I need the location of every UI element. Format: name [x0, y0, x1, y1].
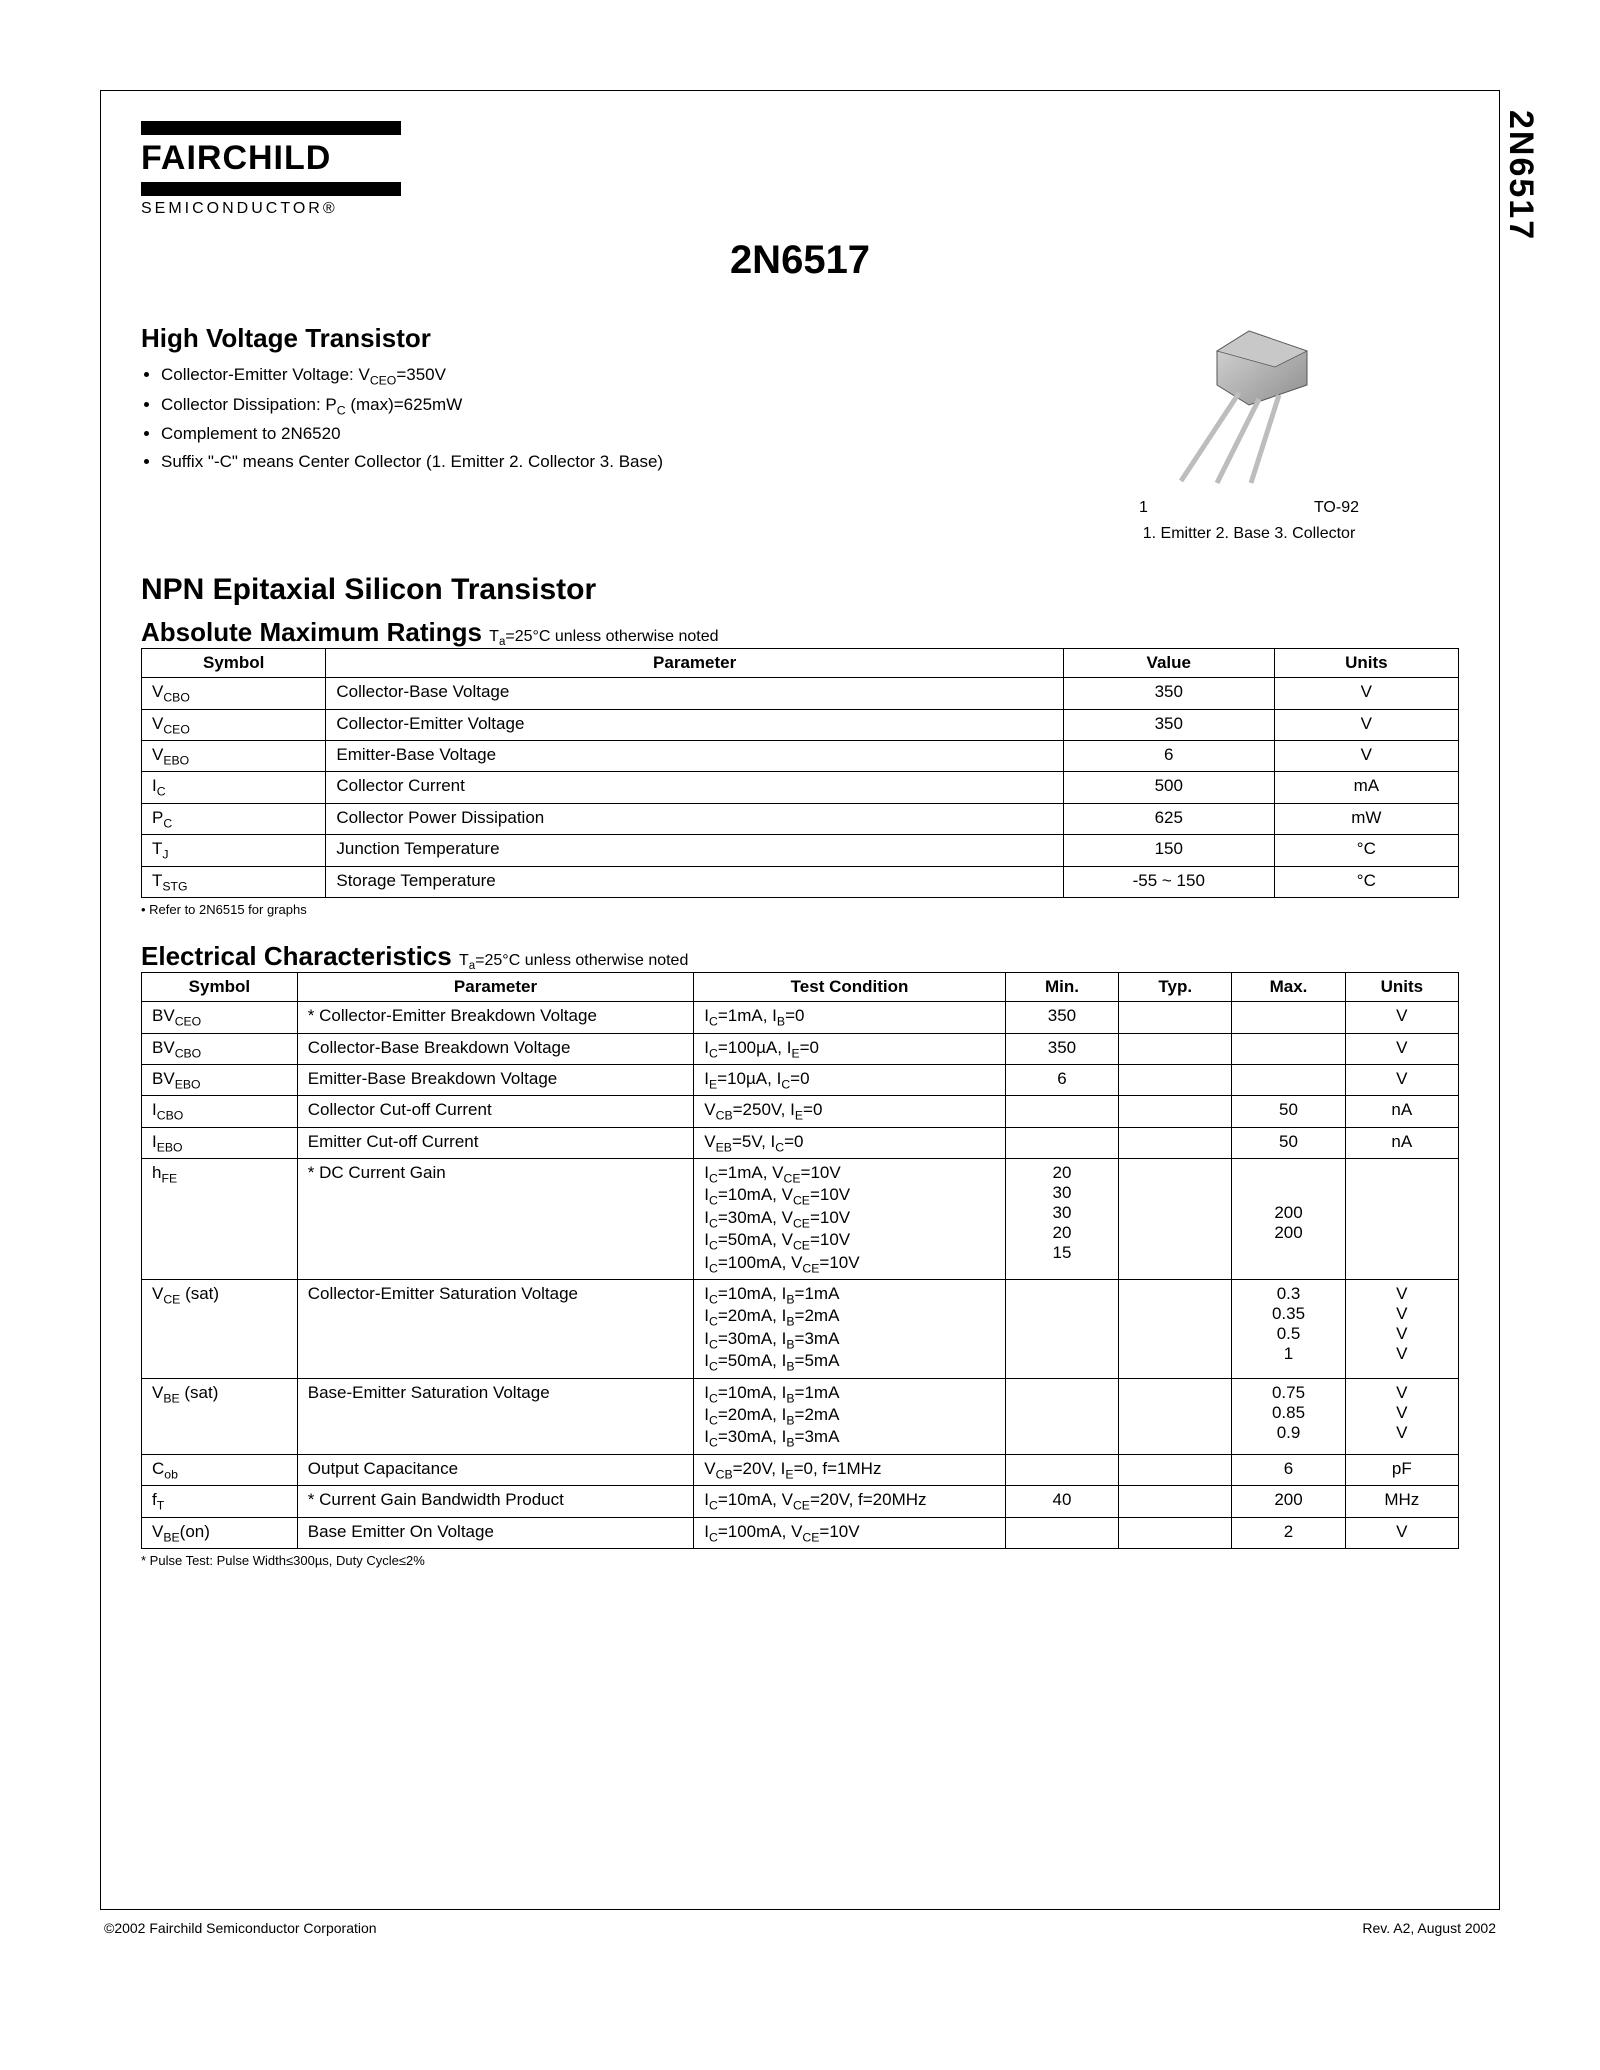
- high-voltage-heading: High Voltage Transistor: [141, 323, 1039, 354]
- ec-table: Symbol Parameter Test Condition Min. Typ…: [141, 972, 1459, 1549]
- copyright: ©2002 Fairchild Semiconductor Corporatio…: [104, 1920, 377, 1936]
- datasheet-page: 2N6517 FAIRCHILD SEMICONDUCTOR® 2N6517 H…: [0, 0, 1600, 1976]
- logo: FAIRCHILD SEMICONDUCTOR®: [141, 121, 1459, 218]
- col-units: Units: [1274, 649, 1458, 678]
- ec-condition: Ta=25°C unless otherwise noted: [459, 952, 688, 969]
- col-max: Max.: [1232, 973, 1345, 1002]
- table-row: BVCBOCollector-Base Breakdown VoltageIC=…: [142, 1033, 1459, 1064]
- table-row: VCEOCollector-Emitter Voltage350V: [142, 709, 1459, 740]
- table-row: BVEBOEmitter-Base Breakdown VoltageIE=10…: [142, 1064, 1459, 1095]
- part-title: 2N6517: [141, 238, 1459, 283]
- feature-list: Collector-Emitter Voltage: VCEO=350V Col…: [141, 362, 1039, 474]
- npn-heading: NPN Epitaxial Silicon Transistor: [141, 573, 1459, 607]
- page-footer: ©2002 Fairchild Semiconductor Corporatio…: [100, 1920, 1500, 1936]
- table-row: TSTGStorage Temperature-55 ~ 150°C: [142, 866, 1459, 897]
- table-row: hFE * DC Current Gain IC=1mA, VCE=10VIC=…: [142, 1159, 1459, 1280]
- logo-name: FAIRCHILD: [141, 139, 401, 178]
- col-test: Test Condition: [694, 973, 1006, 1002]
- revision: Rev. A2, August 2002: [1362, 1920, 1496, 1936]
- logo-subtitle: SEMICONDUCTOR®: [141, 200, 401, 218]
- amr-footnote: • Refer to 2N6515 for graphs: [141, 902, 1459, 917]
- logo-bar: [141, 182, 401, 196]
- amr-heading: Absolute Maximum Ratings: [141, 617, 489, 647]
- amr-condition: Ta=25°C unless otherwise noted: [489, 628, 718, 645]
- col-symbol: Symbol: [142, 973, 298, 1002]
- logo-bar: [141, 121, 401, 135]
- table-row: BVCEO* Collector-Emitter Breakdown Volta…: [142, 1002, 1459, 1033]
- table-row: IEBOEmitter Cut-off CurrentVEB=5V, IC=05…: [142, 1127, 1459, 1158]
- feature-item: Collector Dissipation: PC (max)=625mW: [161, 392, 1039, 420]
- table-row: ICCollector Current500mA: [142, 772, 1459, 803]
- table-row: VEBOEmitter-Base Voltage6V: [142, 740, 1459, 771]
- amr-table: Symbol Parameter Value Units VCBOCollect…: [141, 648, 1459, 898]
- table-row: VCBOCollector-Base Voltage350V: [142, 678, 1459, 709]
- col-parameter: Parameter: [326, 649, 1064, 678]
- table-row: fT* Current Gain Bandwidth ProductIC=10m…: [142, 1486, 1459, 1517]
- col-typ: Typ.: [1119, 973, 1232, 1002]
- pin-legend: 1. Emitter 2. Base 3. Collector: [1039, 525, 1459, 543]
- feature-item: Collector-Emitter Voltage: VCEO=350V: [161, 362, 1039, 390]
- table-row: CobOutput CapacitanceVCB=20V, IE=0, f=1M…: [142, 1454, 1459, 1485]
- package-drawing: 1 TO-92 1. Emitter 2. Base 3. Collector: [1039, 323, 1459, 543]
- col-value: Value: [1063, 649, 1274, 678]
- col-units: Units: [1345, 973, 1458, 1002]
- content-frame: FAIRCHILD SEMICONDUCTOR® 2N6517 High Vol…: [100, 90, 1500, 1910]
- side-part-number: 2N6517: [1501, 110, 1540, 241]
- pin1-label: 1: [1139, 499, 1148, 517]
- table-row: VCE (sat) Collector-Emitter Saturation V…: [142, 1280, 1459, 1379]
- to92-icon: [1139, 323, 1359, 493]
- col-symbol: Symbol: [142, 649, 326, 678]
- table-row: PCCollector Power Dissipation625mW: [142, 803, 1459, 834]
- table-row: ICBOCollector Cut-off CurrentVCB=250V, I…: [142, 1096, 1459, 1127]
- feature-item: Suffix "-C" means Center Collector (1. E…: [161, 449, 1039, 475]
- table-row: VBE(on)Base Emitter On VoltageIC=100mA, …: [142, 1517, 1459, 1548]
- col-min: Min.: [1005, 973, 1118, 1002]
- package-type: TO-92: [1314, 499, 1359, 517]
- feature-item: Complement to 2N6520: [161, 421, 1039, 447]
- ec-heading: Electrical Characteristics: [141, 941, 459, 971]
- ec-footnote: * Pulse Test: Pulse Width≤300µs, Duty Cy…: [141, 1553, 1459, 1568]
- col-parameter: Parameter: [297, 973, 694, 1002]
- table-row: VBE (sat) Base-Emitter Saturation Voltag…: [142, 1378, 1459, 1454]
- table-row: TJJunction Temperature150°C: [142, 835, 1459, 866]
